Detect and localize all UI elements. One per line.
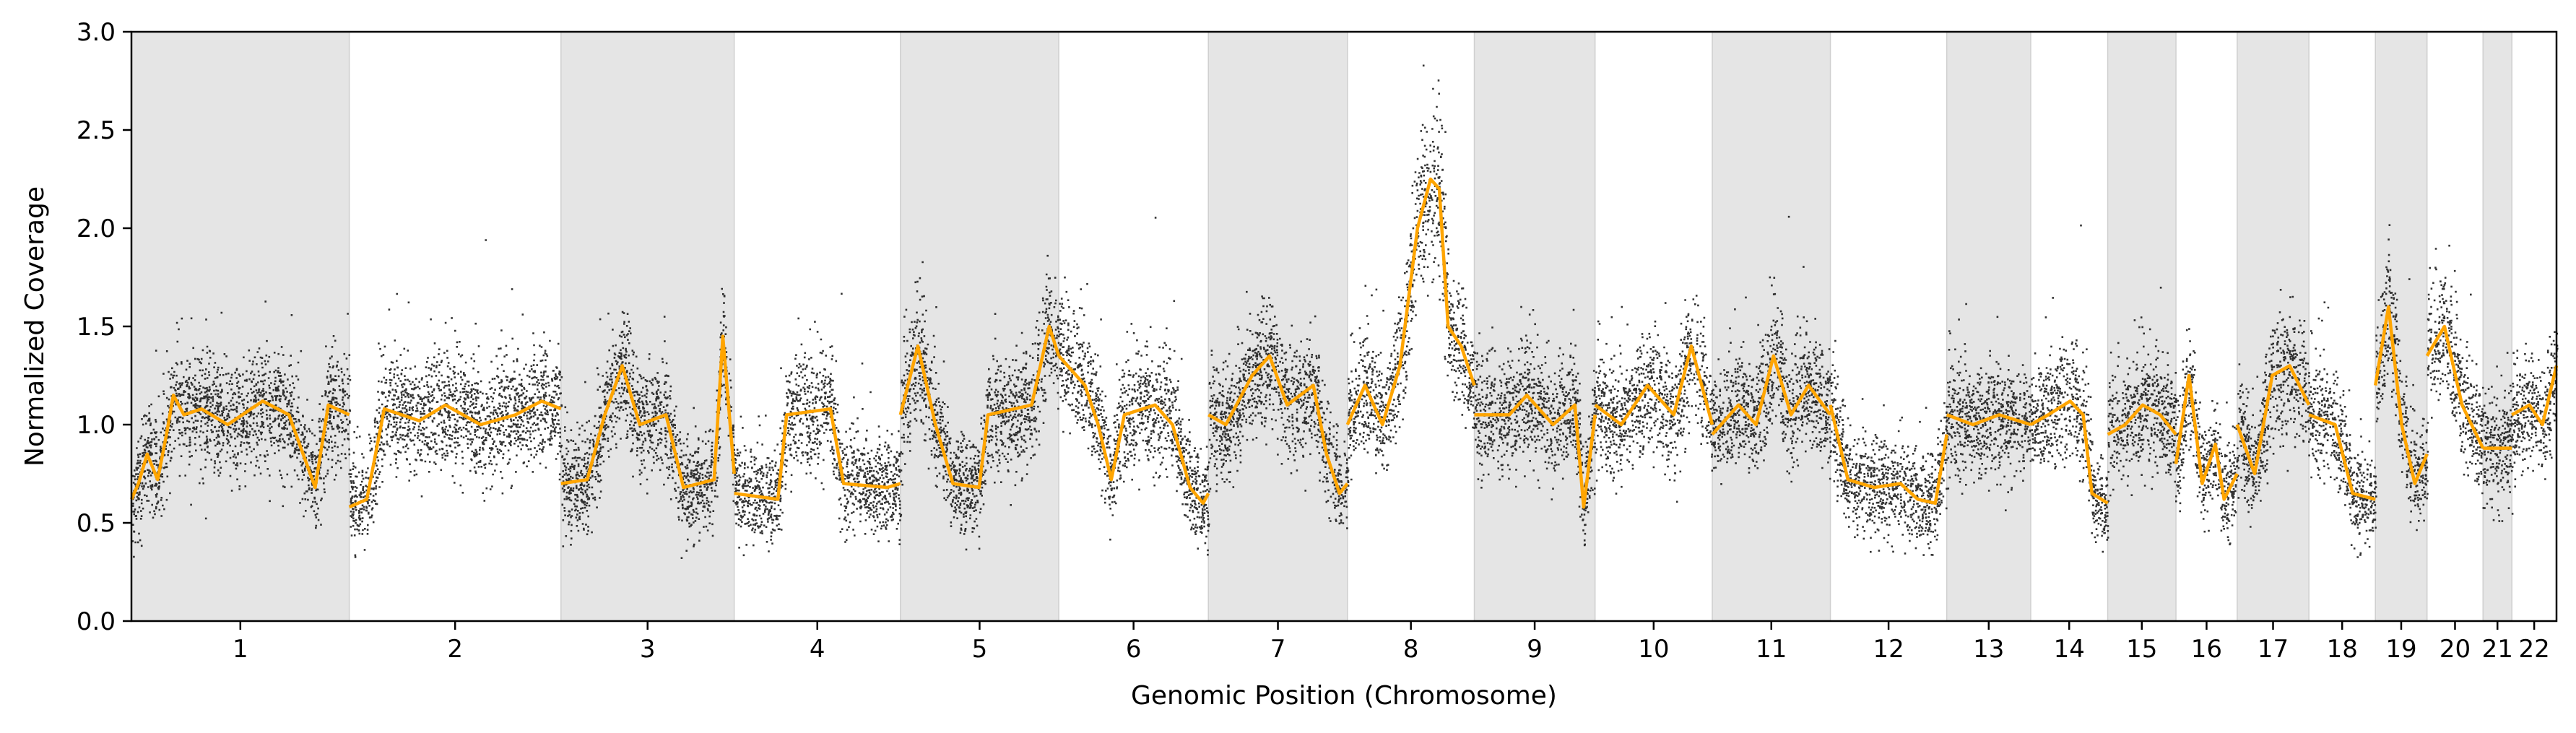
segment-line-chr22	[2511, 365, 2559, 427]
segment-line-chr15	[2107, 403, 2177, 436]
x-tick-label-chr10: 10	[1638, 635, 1669, 664]
scatter-points	[131, 64, 2559, 559]
x-tick-label-chr19: 19	[2385, 635, 2416, 664]
y-tick-label: 2.0	[77, 214, 116, 243]
y-tick-label: 0.5	[77, 509, 116, 538]
x-tick-label-chr22: 22	[2518, 635, 2549, 664]
x-tick-label-chr7: 7	[1270, 635, 1286, 664]
band-chr17	[2237, 31, 2310, 622]
x-tick-label-chr5: 5	[972, 635, 988, 664]
x-tick-label-chr21: 21	[2482, 635, 2513, 664]
chromosome-bands	[131, 31, 2512, 622]
band-chr7	[1207, 31, 1348, 622]
segment-line-chr8	[1345, 177, 1476, 427]
x-axis: 1 2 3 4 5 6 7 8 9 10 11 12 13 14 15 16 17 18 19 20 21 22	[233, 621, 2550, 664]
segment-line-chr6	[1057, 355, 1210, 506]
band-chr1	[131, 31, 350, 622]
band-chr5	[900, 31, 1059, 622]
x-tick-label-chr6: 6	[1126, 635, 1142, 664]
y-tick-label: 1.0	[77, 411, 116, 440]
segment-line-chr13	[1946, 413, 2031, 427]
x-tick-label-chr4: 4	[810, 635, 825, 664]
x-tick-label-chr1: 1	[233, 635, 248, 664]
x-tick-label-chr12: 12	[1873, 635, 1904, 664]
segment-line-chr14	[2029, 399, 2109, 505]
segment-line-chr19	[2373, 305, 2429, 485]
x-tick-label-chr13: 13	[1973, 635, 2004, 664]
x-tick-label-chr8: 8	[1403, 635, 1419, 664]
segment-line-chr10	[1594, 344, 1714, 427]
x-tick-label-chr16: 16	[2191, 635, 2222, 664]
x-tick-label-chr17: 17	[2258, 635, 2289, 664]
y-tick-label: 2.5	[77, 116, 116, 145]
segment-line-chr20	[2425, 324, 2485, 449]
segment-line-chr18	[2308, 413, 2376, 501]
y-tick-label: 3.0	[77, 18, 116, 47]
segment-line-chr9	[1474, 393, 1597, 509]
x-tick-label-chr20: 20	[2440, 635, 2471, 664]
coverage-points	[131, 64, 2559, 559]
segment-line-chr5	[898, 324, 1061, 490]
x-tick-label-chr3: 3	[640, 635, 656, 664]
x-tick-label-chr11: 11	[1756, 635, 1787, 664]
band-chr3	[560, 31, 735, 622]
segment-line-chr16	[2174, 373, 2239, 501]
x-tick-label-chr14: 14	[2054, 635, 2085, 664]
segment-line-chr7	[1207, 354, 1349, 495]
band-chr21	[2482, 31, 2512, 622]
y-axis: 0.0 0.5 1.0 1.5 2.0 2.5 3.0	[77, 18, 131, 636]
segment-line-chr2	[348, 399, 562, 509]
x-tick-label-chr2: 2	[447, 635, 463, 664]
segment-line-chr11	[1711, 354, 1832, 436]
band-chr13	[1946, 31, 2031, 622]
band-chr9	[1473, 31, 1596, 622]
segment-line-chr4	[734, 407, 901, 501]
segment-line-chr1	[129, 393, 350, 500]
segment-line-chr12	[1829, 404, 1948, 506]
x-tick-label-chr15: 15	[2126, 635, 2157, 664]
segment-line-chr3	[560, 334, 736, 490]
segment-line-chr17	[2235, 364, 2311, 476]
segment-lines	[129, 177, 2559, 509]
x-tick-label-chr9: 9	[1527, 635, 1543, 664]
y-axis-title: Normalized Coverage	[20, 186, 50, 467]
x-tick-label-chr18: 18	[2327, 635, 2358, 664]
y-tick-label: 0.0	[77, 607, 116, 636]
y-tick-label: 1.5	[77, 313, 116, 342]
x-axis-title: Genomic Position (Chromosome)	[1131, 681, 1557, 711]
